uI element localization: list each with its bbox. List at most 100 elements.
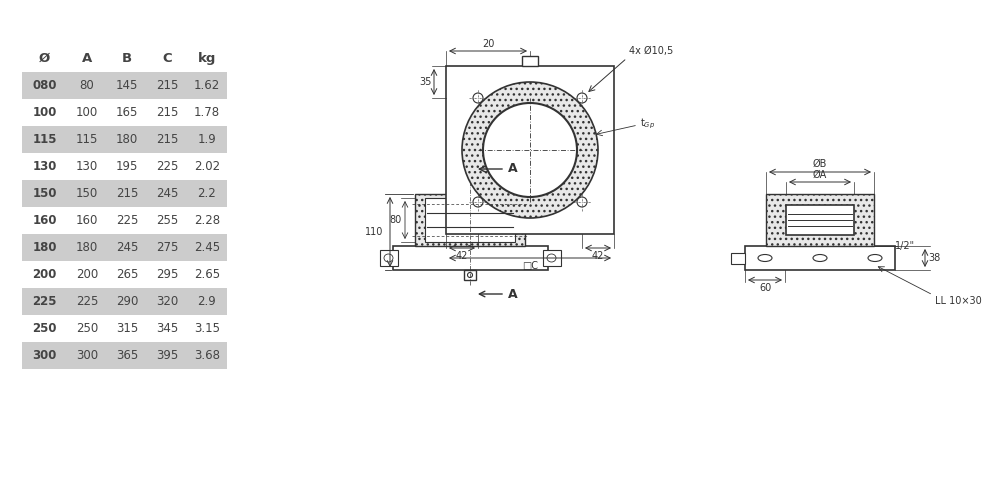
Bar (415, 194, 525, 246)
Text: 4x Ø10,5: 4x Ø10,5 (629, 46, 673, 56)
Bar (22, 342, 227, 369)
Text: 180: 180 (32, 241, 57, 254)
Text: 150: 150 (76, 187, 98, 200)
Text: t$_{Gp}$: t$_{Gp}$ (640, 117, 655, 131)
Text: 200: 200 (76, 268, 98, 281)
Text: 100: 100 (76, 106, 98, 119)
Text: Ø: Ø (39, 52, 50, 65)
Ellipse shape (758, 254, 772, 262)
Text: 1.62: 1.62 (194, 79, 220, 92)
Text: 215: 215 (156, 79, 178, 92)
Text: C: C (162, 52, 172, 65)
Bar (22, 234, 227, 261)
Text: 180: 180 (116, 133, 138, 146)
Text: 130: 130 (76, 160, 98, 173)
Text: 35: 35 (420, 77, 432, 87)
Ellipse shape (384, 254, 393, 262)
Text: 215: 215 (156, 106, 178, 119)
Text: 200: 200 (32, 268, 57, 281)
Text: 2.65: 2.65 (194, 268, 220, 281)
Circle shape (473, 93, 483, 103)
Text: 225: 225 (116, 214, 138, 227)
Text: 315: 315 (116, 322, 138, 335)
Bar (425, 198, 515, 242)
Bar (522, 56, 538, 66)
Circle shape (483, 103, 577, 197)
Bar (22, 180, 227, 207)
Text: 300: 300 (76, 349, 98, 362)
Text: 290: 290 (116, 295, 138, 308)
Text: A: A (508, 162, 518, 175)
Text: 80: 80 (80, 79, 94, 92)
Circle shape (577, 93, 587, 103)
Text: 320: 320 (156, 295, 178, 308)
Text: 2.9: 2.9 (198, 295, 216, 308)
Text: 365: 365 (116, 349, 138, 362)
Text: 250: 250 (76, 322, 98, 335)
Bar (22, 72, 227, 99)
Text: 160: 160 (76, 214, 98, 227)
Text: B: B (122, 52, 132, 65)
Text: 225: 225 (156, 160, 178, 173)
Text: 245: 245 (116, 241, 138, 254)
Text: 195: 195 (116, 160, 138, 173)
Text: 60: 60 (759, 283, 771, 293)
Text: □C: □C (522, 261, 538, 271)
Text: A: A (508, 288, 518, 300)
Text: 180: 180 (76, 241, 98, 254)
Text: kg: kg (198, 52, 216, 65)
Bar (392, 246, 548, 270)
Text: 115: 115 (76, 133, 98, 146)
Bar (731, 252, 745, 264)
Text: 42: 42 (592, 251, 604, 261)
Circle shape (577, 197, 587, 207)
Text: 38: 38 (928, 253, 940, 263)
Text: 2.02: 2.02 (194, 160, 220, 173)
Text: 100: 100 (32, 106, 57, 119)
Circle shape (473, 197, 483, 207)
Text: 245: 245 (156, 187, 178, 200)
Text: 42: 42 (456, 251, 468, 261)
Text: 255: 255 (156, 214, 178, 227)
Text: 130: 130 (32, 160, 57, 173)
Text: 150: 150 (32, 187, 57, 200)
Bar (462, 185, 478, 194)
Bar (22, 288, 227, 315)
Circle shape (462, 82, 598, 218)
Ellipse shape (813, 254, 827, 262)
Bar (22, 126, 227, 153)
Text: 225: 225 (32, 295, 57, 308)
Text: 20: 20 (482, 39, 494, 49)
Text: 110: 110 (365, 227, 383, 237)
Text: 300: 300 (32, 349, 57, 362)
Text: 215: 215 (116, 187, 138, 200)
Text: 215: 215 (156, 133, 178, 146)
Bar (766, 194, 874, 246)
Text: 345: 345 (156, 322, 178, 335)
Text: 2.2: 2.2 (198, 187, 216, 200)
Text: A: A (82, 52, 92, 65)
Text: 1.9: 1.9 (198, 133, 216, 146)
Bar (380, 250, 398, 266)
Bar (446, 66, 614, 234)
Text: 115: 115 (32, 133, 57, 146)
Text: LL 10×30: LL 10×30 (935, 296, 982, 306)
Ellipse shape (547, 254, 556, 262)
Text: 1.78: 1.78 (194, 106, 220, 119)
Text: 1/2": 1/2" (895, 241, 915, 251)
Text: 250: 250 (32, 322, 57, 335)
Text: 3.68: 3.68 (194, 349, 220, 362)
Text: 2.45: 2.45 (194, 241, 220, 254)
Text: 275: 275 (156, 241, 178, 254)
Text: 3.15: 3.15 (194, 322, 220, 335)
Text: 225: 225 (76, 295, 98, 308)
Circle shape (468, 272, 473, 278)
Text: ØA: ØA (813, 170, 827, 180)
Text: 145: 145 (116, 79, 138, 92)
Bar (464, 270, 476, 280)
Bar (786, 205, 854, 235)
Bar (542, 250, 560, 266)
Text: 395: 395 (156, 349, 178, 362)
Text: 80: 80 (390, 215, 402, 225)
Text: ØB: ØB (813, 159, 827, 169)
